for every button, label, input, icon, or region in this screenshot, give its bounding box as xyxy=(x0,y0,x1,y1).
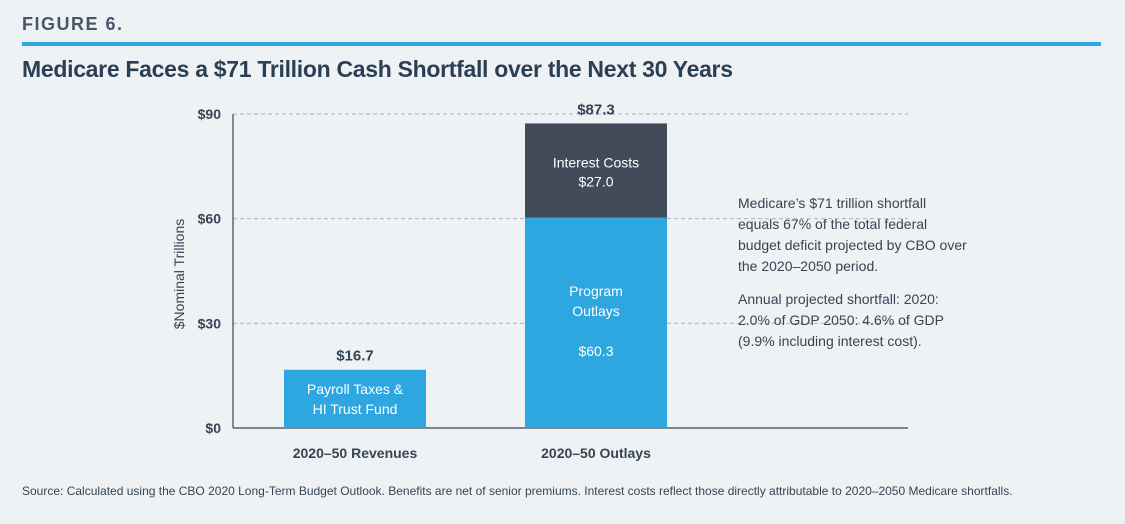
figure-label: FIGURE 6. xyxy=(22,14,124,34)
x-tick-label: 2020–50 Outlays xyxy=(541,445,651,461)
segment-label: Payroll Taxes & xyxy=(307,381,404,397)
y-tick-label: $0 xyxy=(205,420,221,436)
x-tick-label: 2020–50 Revenues xyxy=(293,445,418,461)
segment-label: Outlays xyxy=(572,303,619,319)
y-tick-label: $90 xyxy=(198,106,222,122)
segment-value-label: $60.3 xyxy=(578,343,613,359)
bar-total-label: $16.7 xyxy=(336,348,374,365)
chart-title: Medicare Faces a $71 Trillion Cash Short… xyxy=(22,56,733,82)
shortfall-annotation: Medicare’s $71 trillion shortfall equals… xyxy=(738,195,967,274)
y-tick-label: $30 xyxy=(198,315,222,331)
header-rule xyxy=(22,42,1101,46)
source-note: Source: Calculated using the CBO 2020 Lo… xyxy=(22,484,1013,498)
segment-label: Interest Costs xyxy=(553,155,639,171)
y-axis-label: $Nominal Trillions xyxy=(171,219,187,329)
bar-segment xyxy=(525,123,667,218)
bar-segment xyxy=(525,217,667,428)
y-tick-label: $60 xyxy=(198,211,222,227)
segment-label: HI Trust Fund xyxy=(313,401,398,417)
annual-shortfall-annotation: Annual projected shortfall: 2020: 2.0% o… xyxy=(738,291,944,349)
bar-segment xyxy=(284,369,426,428)
segment-label: Program xyxy=(569,283,623,299)
segment-value-label: $27.0 xyxy=(578,174,613,190)
bar-total-label: $87.3 xyxy=(577,101,615,118)
